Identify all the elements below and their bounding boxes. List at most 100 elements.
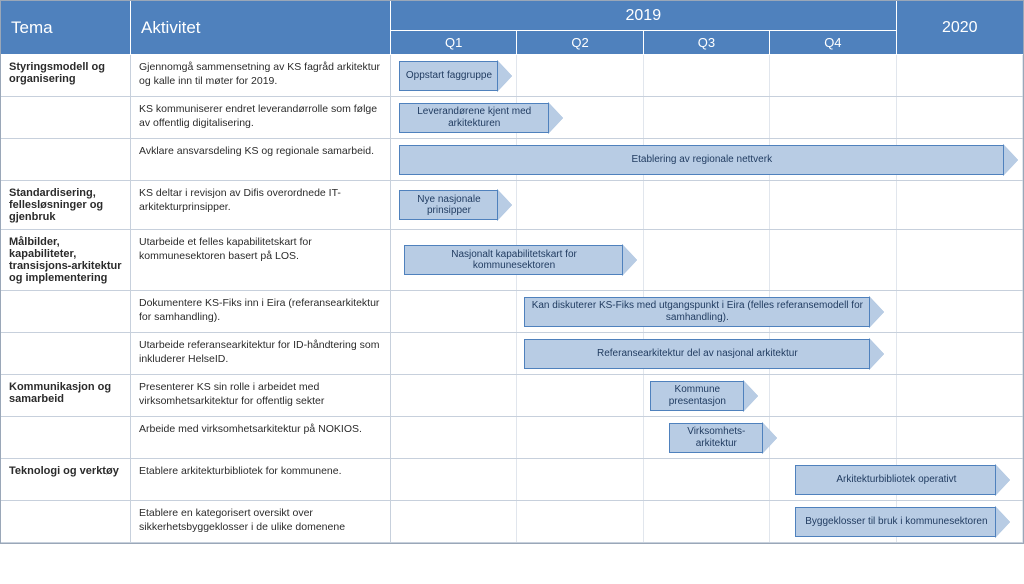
gantt-bar-arrow-wrap: [549, 103, 563, 133]
gantt-bar-arrow-icon: [763, 423, 777, 453]
table-row: Styringsmodell og organiseringGjennomgå …: [1, 55, 1023, 97]
gantt-bar-body: Arkitekturbibliotek operativt: [795, 465, 996, 495]
roadmap-chart: Tema Aktivitet 2019 2020 Q1 Q2 Q: [0, 0, 1024, 544]
quarter-cell: [770, 97, 896, 138]
table-row: KS kommuniserer endret leverandørrolle s…: [1, 97, 1023, 139]
gantt-bar-body: Kan diskuterer KS-Fiks med utgangspunkt …: [524, 297, 870, 327]
activity-cell: Gjennomgå sammensetning av KS fagråd ark…: [131, 55, 391, 96]
gantt-bar-arrow-wrap: [1004, 145, 1018, 175]
gantt-bar: Virksomhets-arkitektur: [669, 423, 776, 453]
timeline-cell: Leverandørene kjent med arkitekturen: [391, 97, 1023, 138]
table-row: Arbeide med virksomhetsarkitektur på NOK…: [1, 417, 1023, 459]
gantt-bar-arrow-wrap: [996, 507, 1010, 537]
activity-cell: KS deltar i revisjon av Difis overordned…: [131, 181, 391, 229]
gantt-bar: Referansearkitektur del av nasjonal arki…: [524, 339, 884, 369]
quarter-cell: [770, 181, 896, 229]
quarter-cell: [517, 459, 643, 500]
tema-cell: [1, 291, 131, 332]
quarter-cell: [517, 501, 643, 542]
activity-cell: Etablere en kategorisert oversikt over s…: [131, 501, 391, 542]
activity-cell: Dokumentere KS-Fiks inn i Eira (referans…: [131, 291, 391, 332]
gantt-bar-arrow-icon: [996, 507, 1010, 537]
gantt-bar-arrow-icon: [744, 381, 758, 411]
quarter-cell: [517, 375, 643, 416]
gantt-bar: Kommune presentasjon: [650, 381, 757, 411]
header-2019-label: 2019: [626, 7, 662, 25]
timeline-cell: Arkitekturbibliotek operativt: [391, 459, 1023, 500]
quarter-cell: [897, 417, 1023, 458]
gantt-bar-arrow-wrap: [996, 465, 1010, 495]
table-row: Etablere en kategorisert oversikt over s…: [1, 501, 1023, 543]
gantt-bar-body: Nasjonalt kapabilitetskart for kommunese…: [404, 245, 624, 275]
gantt-bar: Kan diskuterer KS-Fiks med utgangspunkt …: [524, 297, 884, 327]
gantt-bar-body: Virksomhets-arkitektur: [669, 423, 762, 453]
quarter-cell: [897, 333, 1023, 374]
table-row: Avklare ansvarsdeling KS og regionale sa…: [1, 139, 1023, 181]
gantt-bar-body: Kommune presentasjon: [650, 381, 743, 411]
tema-cell: [1, 97, 131, 138]
quarter-cell: [644, 55, 770, 96]
gantt-bar: Oppstart faggruppe: [399, 61, 513, 91]
activity-cell: Avklare ansvarsdeling KS og regionale sa…: [131, 139, 391, 180]
header-2019: 2019: [391, 1, 897, 31]
quarter-cell: [391, 501, 517, 542]
gantt-bar-arrow-wrap: [623, 245, 637, 275]
quarter-cell: [770, 230, 896, 290]
gantt-bar-arrow-icon: [1004, 145, 1018, 175]
gantt-bar-arrow-wrap: [744, 381, 758, 411]
timeline-cell: Kommune presentasjon: [391, 375, 1023, 416]
gantt-bar: Byggeklosser til bruk i kommunesektoren: [795, 507, 1010, 537]
activity-cell: Etablere arkitekturbibliotek for kommune…: [131, 459, 391, 500]
tema-cell: [1, 417, 131, 458]
activity-cell: Presenterer KS sin rolle i arbeidet med …: [131, 375, 391, 416]
timeline-cell: Oppstart faggruppe: [391, 55, 1023, 96]
quarter-cell: [897, 97, 1023, 138]
gantt-bar-body: Byggeklosser til bruk i kommunesektoren: [795, 507, 996, 537]
quarter-cell: [391, 333, 517, 374]
gantt-bar-arrow-icon: [498, 190, 512, 220]
quarter-cell: [897, 291, 1023, 332]
gantt-bar-arrow-icon: [623, 245, 637, 275]
timeline-cell: Nasjonalt kapabilitetskart for kommunese…: [391, 230, 1023, 290]
tema-cell: [1, 139, 131, 180]
quarter-cell: [897, 181, 1023, 229]
tema-cell: Styringsmodell og organisering: [1, 55, 131, 96]
gantt-bar-body: Referansearkitektur del av nasjonal arki…: [524, 339, 870, 369]
gantt-bar: Arkitekturbibliotek operativt: [795, 465, 1010, 495]
activity-cell: Utarbeide referansearkitektur for ID-hån…: [131, 333, 391, 374]
quarter-cell: [517, 55, 643, 96]
timeline-cell: Etablering av regionale nettverk: [391, 139, 1023, 180]
quarter-cell: [517, 181, 643, 229]
gantt-bar-arrow-wrap: [498, 190, 512, 220]
quarter-cell: [897, 375, 1023, 416]
roadmap-body: Styringsmodell og organiseringGjennomgå …: [1, 55, 1023, 543]
timeline-cell: Virksomhets-arkitektur: [391, 417, 1023, 458]
gantt-bar-arrow-icon: [549, 103, 563, 133]
quarter-cell: [644, 501, 770, 542]
table-row: Dokumentere KS-Fiks inn i Eira (referans…: [1, 291, 1023, 333]
quarter-cell: [770, 417, 896, 458]
quarter-cell: [644, 97, 770, 138]
gantt-bar-arrow-wrap: [870, 297, 884, 327]
timeline-cell: Referansearkitektur del av nasjonal arki…: [391, 333, 1023, 374]
quarter-cell: [391, 417, 517, 458]
gantt-bar-arrow-wrap: [870, 339, 884, 369]
activity-cell: Utarbeide et felles kapabilitetskart for…: [131, 230, 391, 290]
gantt-bar-arrow-wrap: [498, 61, 512, 91]
timeline-cell: Byggeklosser til bruk i kommunesektoren: [391, 501, 1023, 542]
quarter-cell: [391, 375, 517, 416]
quarter-cell: [644, 181, 770, 229]
quarter-cell: [391, 291, 517, 332]
table-row: Teknologi og verktøyEtablere arkitekturb…: [1, 459, 1023, 501]
quarter-cell: [644, 230, 770, 290]
quarter-cell: [770, 375, 896, 416]
gantt-bar: Nye nasjonale prinsipper: [399, 190, 513, 220]
tema-cell: Teknologi og verktøy: [1, 459, 131, 500]
gantt-bar-body: Nye nasjonale prinsipper: [399, 190, 499, 220]
table-row: Standardisering, fellesløsninger og gjen…: [1, 181, 1023, 230]
gantt-bar-body: Etablering av regionale nettverk: [399, 145, 1004, 175]
tema-cell: Målbilder, kapabiliteter, transisjons-ar…: [1, 230, 131, 290]
gantt-bar: Leverandørene kjent med arkitekturen: [399, 103, 563, 133]
table-row: Målbilder, kapabiliteter, transisjons-ar…: [1, 230, 1023, 291]
activity-cell: Arbeide med virksomhetsarkitektur på NOK…: [131, 417, 391, 458]
